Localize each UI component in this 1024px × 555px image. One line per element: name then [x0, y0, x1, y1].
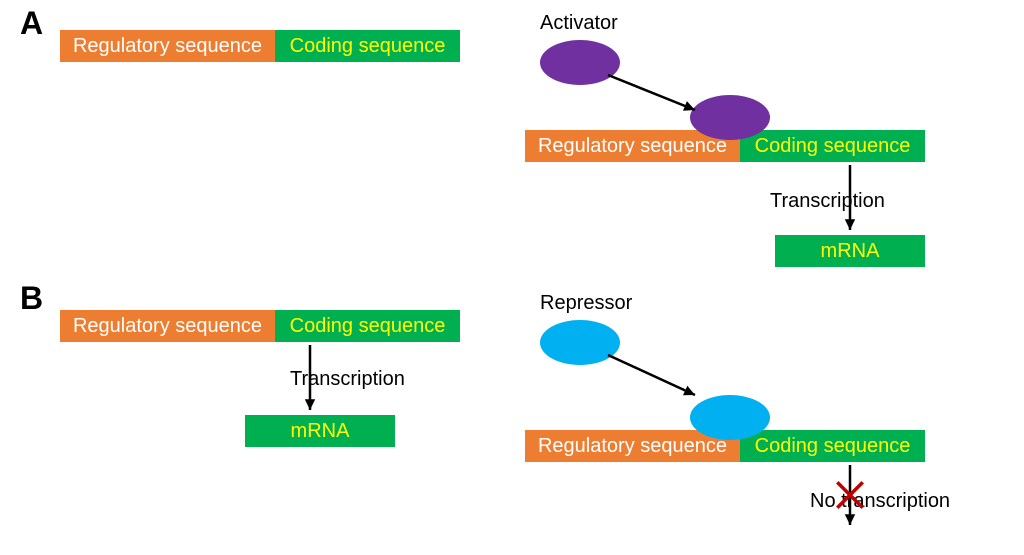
- arrow: [820, 435, 880, 555]
- panel-label-A: A: [20, 5, 43, 42]
- arrow: [280, 315, 340, 440]
- arrow: [820, 135, 880, 260]
- arrow: [578, 45, 725, 140]
- panel-label-B: B: [20, 280, 43, 317]
- arrow: [578, 325, 725, 425]
- label-repressor: Repressor: [540, 292, 632, 315]
- regulatory-sequence: Regulatory sequence: [60, 310, 275, 342]
- label-activator: Activator: [540, 12, 618, 35]
- regulatory-sequence: Regulatory sequence: [60, 30, 275, 62]
- coding-sequence: Coding sequence: [275, 30, 460, 62]
